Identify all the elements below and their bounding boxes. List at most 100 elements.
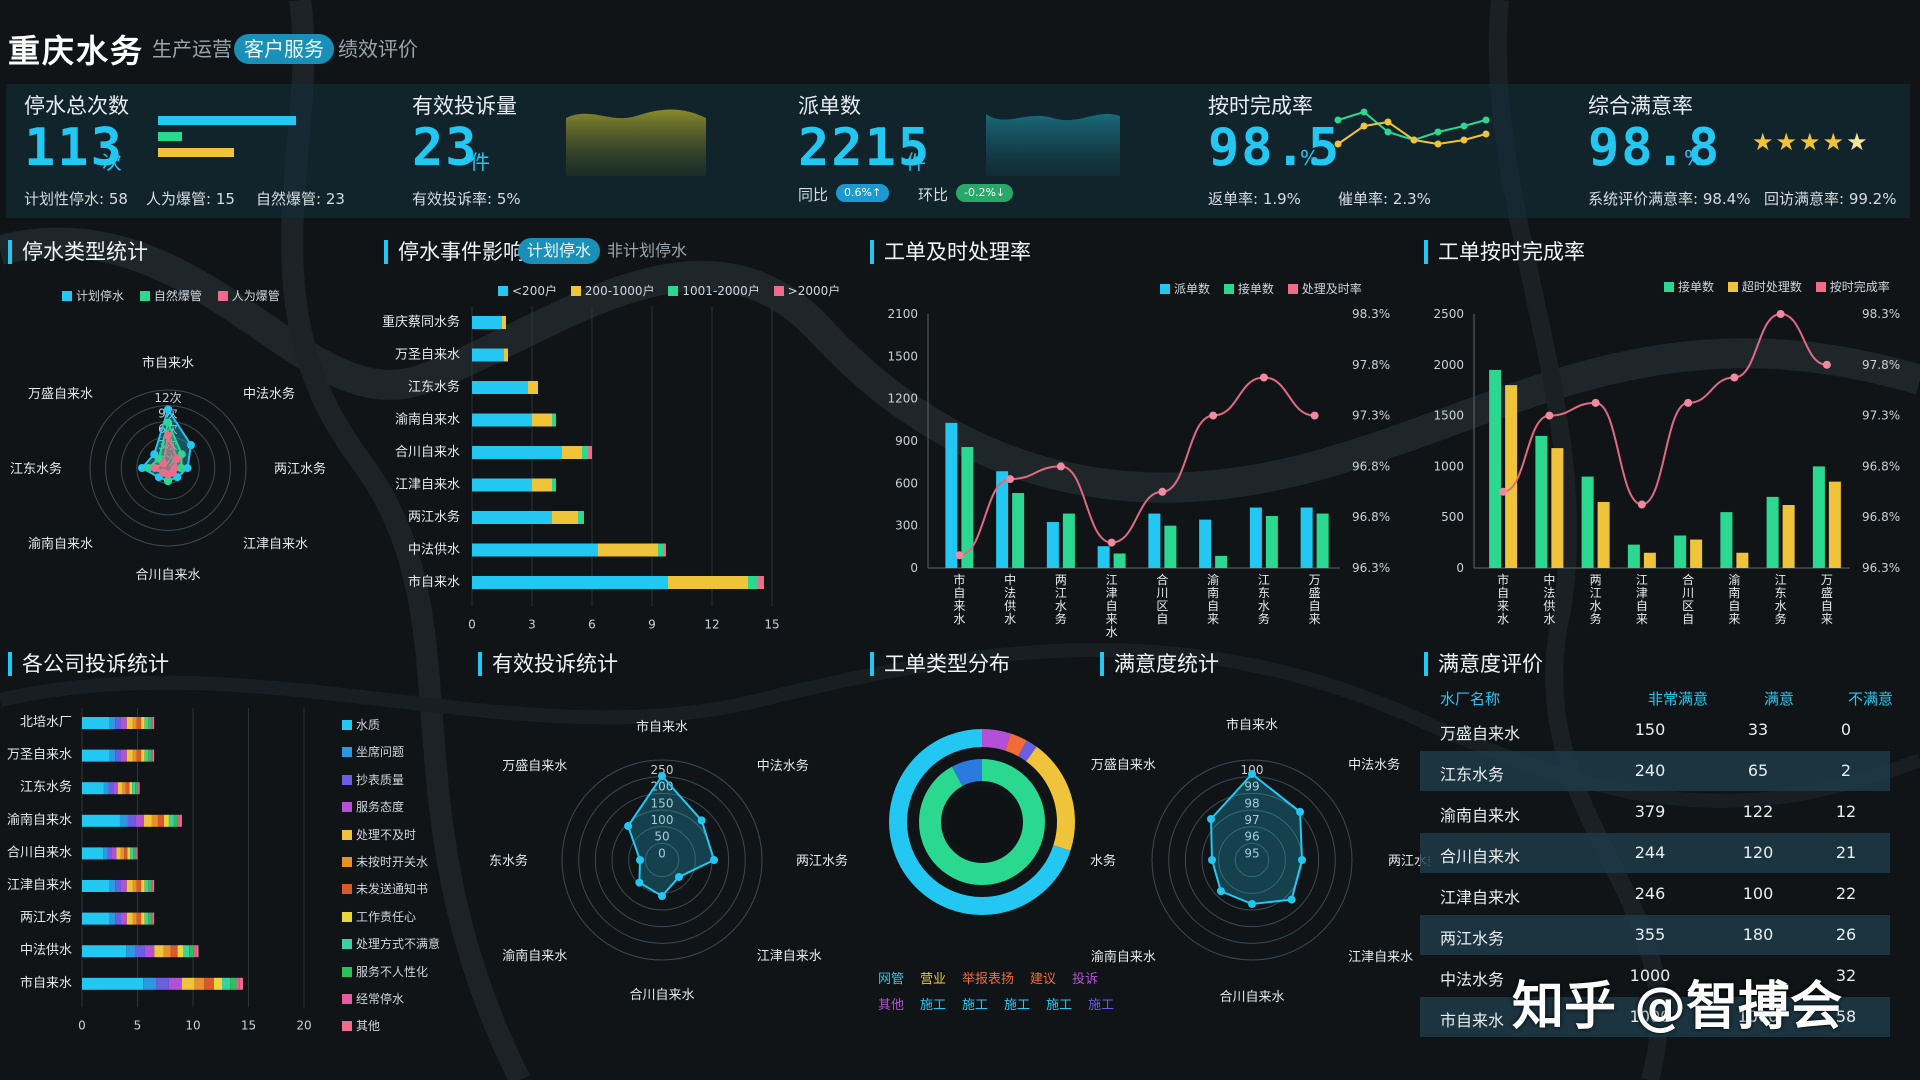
kpi-urge-rate: 催单率: 2.3% (1338, 190, 1431, 208)
radar-point (1206, 814, 1215, 823)
bar-a (1535, 435, 1548, 568)
legend-label: 施工 (1088, 998, 1115, 1013)
bar-segment (152, 717, 155, 729)
radar-point (635, 878, 644, 887)
legend-label: 工作责任心 (356, 909, 417, 924)
legend-label: >2000户 (787, 284, 841, 298)
table-cell: 355 (1634, 925, 1666, 944)
bar-segment (115, 749, 121, 762)
legend-swatch (342, 774, 352, 785)
bar-a (1249, 507, 1262, 568)
legend-label: 抄表质量 (356, 772, 405, 787)
table-row: 合川自来水 244 120 21 (1420, 833, 1890, 873)
bar-segment (144, 945, 155, 958)
bar-b (1551, 448, 1564, 568)
table-cell: 市自来水 (1440, 1011, 1505, 1030)
kpi-outage-natural: 自然爆管: 23 (256, 190, 345, 208)
y-tick-label: 0 (1456, 561, 1464, 575)
radar-ring (1218, 826, 1286, 894)
bar-segment (115, 717, 121, 729)
radar-point (159, 468, 168, 477)
bar-a (1766, 496, 1779, 568)
bar-a (996, 471, 1009, 568)
y-category-label: 中法供水 (20, 943, 72, 958)
kpi-dispatch-value: 2215 (798, 118, 932, 178)
bar-segment (472, 381, 528, 394)
tab-unplanned-outage[interactable]: 非计划停水 (607, 241, 688, 260)
tab-customer-service[interactable]: 客户服务 (234, 34, 334, 64)
radar-point (1216, 887, 1225, 896)
bar-a (1489, 369, 1502, 568)
y2-tick-label: 98.3% (1862, 307, 1900, 321)
radar-axis-label: 市自来水 (1226, 717, 1278, 733)
kpi-dispatch-yoy-chip: 0.6%↑ (836, 184, 890, 202)
table-row: 两江水务 355 180 26 (1420, 915, 1890, 955)
y-category-label: 江津自来水 (395, 478, 460, 493)
bar-segment (144, 749, 149, 762)
table-cell: 65 (1747, 761, 1769, 780)
outage-type-radar-chart: 12次9次6次3次0次市自来水中法水务两江水务江津自来水合川自来水渝南自来水江东… (10, 355, 326, 583)
x-tick-label: 10 (185, 1018, 200, 1032)
section-title-satisfaction-eval: 满意度评价 (1424, 652, 1543, 676)
table-header-unsatisfied: 不满意 (1848, 690, 1894, 708)
tab-planned-outage[interactable]: 计划停水 (518, 238, 601, 264)
y-category-label: 两江水务 (20, 910, 72, 926)
section-title-valid-complaints: 有效投诉统计 (478, 652, 618, 676)
bar-segment (143, 814, 152, 827)
kpi-complaints-unit: 件 (470, 150, 490, 174)
radar-axis-label: 万盛自来水 (1091, 758, 1156, 773)
y-category-label: 渝南自来水 (7, 812, 72, 828)
bar-segment (82, 945, 127, 958)
y-tick-label: 300 (895, 519, 918, 533)
bar-segment (588, 446, 592, 459)
tab-production[interactable]: 生产运营 (152, 37, 232, 61)
y2-tick-label: 97.3% (1862, 409, 1900, 423)
company-complaints-bar-chart: 0 5 10 15 20 北培水厂万圣自来水江东水务渝南自来水合川自来水江津自来水两江水务… (7, 708, 312, 1032)
rate-point (1822, 360, 1831, 369)
bar-segment (156, 977, 169, 990)
legend-swatch (342, 1021, 352, 1032)
bar-segment (82, 782, 104, 795)
kpi-ontime-unit: % (1300, 146, 1320, 170)
rate-point (1499, 487, 1508, 496)
bar-a (1812, 466, 1825, 568)
bar-segment (126, 749, 133, 762)
ticket-rate-combo-chart: 2100 1500 1200 900 600 300 0 98.3% 97.8% 97.3% 96.… (887, 307, 1390, 639)
radar-ring-label: 250 (651, 763, 674, 777)
radar-point (697, 816, 706, 825)
section-title-company-complaints: 各公司投诉统计 (8, 652, 169, 676)
tab-performance[interactable]: 绩效评价 (338, 37, 418, 61)
rate-point (1637, 500, 1646, 509)
bar-segment (552, 478, 556, 492)
bar-b (1736, 552, 1749, 568)
legend-swatch (1727, 282, 1738, 292)
y-category-label: 北培水厂 (20, 714, 72, 730)
y-category-label: 重庆蔡同水务 (382, 314, 460, 330)
radar-point (1287, 895, 1296, 904)
bar-segment (120, 847, 125, 860)
legend-swatch (342, 829, 352, 840)
table-cell: 0 (1840, 720, 1852, 739)
legend-swatch (342, 747, 352, 758)
bar-segment (120, 717, 127, 729)
bar-segment (472, 543, 598, 557)
x-category-label: 渝南自来 (1728, 572, 1740, 626)
bar-b (1316, 513, 1329, 568)
satisfaction-radar-chart: 1009998979695市自来水中法水务两江水务江津自来水合川自来水渝南自来水… (1090, 717, 1430, 1005)
table-row: 万盛自来水 150 33 0 (1420, 710, 1890, 750)
radar-axis-label: 中法水务 (757, 758, 809, 774)
legend-label: 其他 (878, 998, 905, 1013)
rate-point (1684, 398, 1693, 407)
bar-b (961, 447, 974, 568)
legend-item: 处理方式不满意 (342, 935, 482, 962)
rate-point (1056, 462, 1065, 471)
radar-axis-label: 渝南自来水 (502, 948, 567, 964)
bar-segment (122, 782, 126, 795)
radar-point (164, 418, 172, 427)
bar-segment (177, 945, 184, 958)
legend-ticket-ontime: 接单数 超时处理数 按时完成率 (1664, 278, 1890, 295)
table-cell: 58 (1835, 1007, 1857, 1026)
bar-segment (82, 814, 120, 827)
radar-axis-label: 渝南自来水 (1091, 949, 1156, 965)
bar-segment (82, 977, 144, 990)
